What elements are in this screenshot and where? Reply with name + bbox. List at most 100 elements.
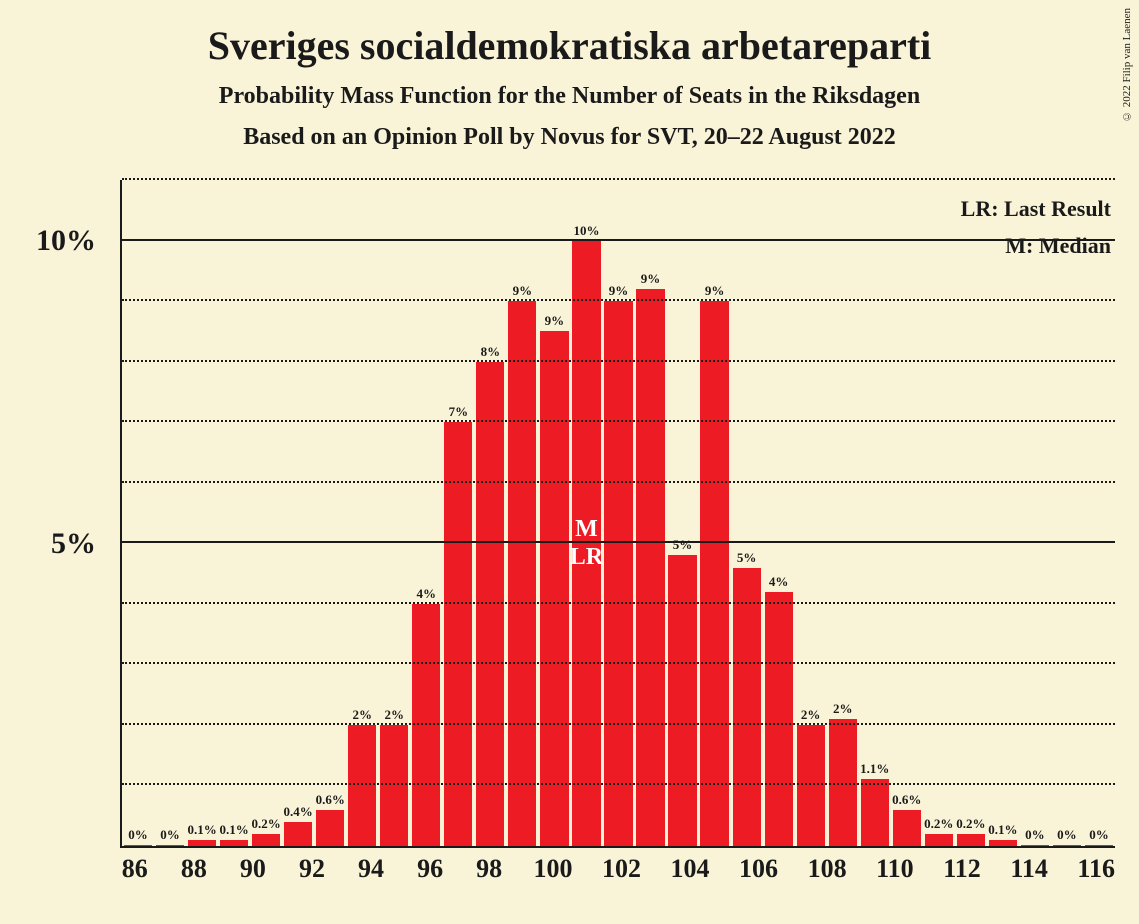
x-tick-label: 100 — [533, 848, 572, 896]
bar-slot: 9% — [602, 180, 634, 846]
bar: 9% — [636, 289, 664, 846]
bar-value-label: 1.1% — [860, 761, 889, 777]
x-axis: 8688909294969810010210410610811011211411… — [120, 848, 1115, 896]
bar-value-label: 7% — [449, 404, 469, 420]
bar-value-label: 4% — [417, 586, 437, 602]
bar-slot: 0.6% — [891, 180, 923, 846]
bar: 0.4% — [284, 822, 312, 846]
x-tick-label — [572, 848, 602, 896]
bar: 0% — [1053, 845, 1081, 846]
bar-value-label: 9% — [545, 313, 565, 329]
bar-slot: 0.1% — [987, 180, 1019, 846]
bar-value-label: 0.1% — [988, 822, 1017, 838]
y-tick-label: 10% — [36, 224, 96, 258]
bar: 0.2% — [925, 834, 953, 846]
chart-subtitle-2: Based on an Opinion Poll by Novus for SV… — [0, 124, 1139, 151]
bar: 0.2% — [957, 834, 985, 846]
bar-value-label: 0% — [160, 827, 180, 843]
bar-slot: 9% — [635, 180, 667, 846]
bar-slot: 5% — [667, 180, 699, 846]
bar-value-label: 0.1% — [187, 822, 216, 838]
bar-slot: 9% — [538, 180, 570, 846]
x-tick-label: 108 — [808, 848, 847, 896]
median-marker: MLR — [570, 516, 603, 571]
bar-slot: 5% — [731, 180, 763, 846]
bar-value-label: 0% — [1089, 827, 1109, 843]
bar-value-label: 4% — [769, 574, 789, 590]
gridline-major — [122, 239, 1115, 241]
bar-value-label: 9% — [641, 271, 661, 287]
bar-slot: 0% — [154, 180, 186, 846]
bar-slot: 10% MLR — [570, 180, 602, 846]
x-tick-label — [268, 848, 298, 896]
bar-slot: 0% — [1019, 180, 1051, 846]
x-tick-label: 106 — [739, 848, 778, 896]
x-tick-label — [150, 848, 180, 896]
bar-slot: 0.1% — [218, 180, 250, 846]
bar-slot: 4% — [763, 180, 795, 846]
bar: 0.1% — [989, 840, 1017, 846]
bar-value-label: 2% — [352, 707, 372, 723]
x-tick-label: 88 — [179, 848, 209, 896]
bar: 0% — [1085, 845, 1113, 846]
bar-value-label: 0.2% — [956, 816, 985, 832]
bar-slot: 0.2% — [923, 180, 955, 846]
bar-value-label: 10% — [573, 223, 599, 239]
x-tick-label — [914, 848, 944, 896]
gridline-minor — [122, 662, 1115, 664]
bar-value-label: 2% — [801, 707, 821, 723]
bar-value-label: 0% — [1025, 827, 1045, 843]
bar: 9% — [508, 301, 536, 846]
bar-slot: 2% — [346, 180, 378, 846]
bar-slot: 2% — [827, 180, 859, 846]
x-tick-label — [847, 848, 877, 896]
x-tick-label — [778, 848, 808, 896]
bar: 0% — [124, 845, 152, 846]
bar-value-label: 0.6% — [892, 792, 921, 808]
y-tick-label: 5% — [51, 527, 96, 561]
bar: 1.1% — [861, 779, 889, 846]
bar-value-label: 0.2% — [924, 816, 953, 832]
bar: 7% — [444, 422, 472, 846]
x-tick-label — [209, 848, 239, 896]
gridline-minor — [122, 420, 1115, 422]
bar-slot: 0.4% — [282, 180, 314, 846]
x-tick-label — [445, 848, 475, 896]
bar: 0.1% — [220, 840, 248, 846]
gridline-minor — [122, 299, 1115, 301]
bar: 4% — [765, 592, 793, 846]
x-tick-label: 110 — [876, 848, 914, 896]
chart-title: Sveriges socialdemokratiska arbetarepart… — [0, 0, 1139, 69]
gridline-minor — [122, 783, 1115, 785]
gridline-minor — [122, 723, 1115, 725]
x-tick-label: 86 — [120, 848, 150, 896]
bar-slot: 0.6% — [314, 180, 346, 846]
bar-slot: 0% — [1083, 180, 1115, 846]
bar: 0.6% — [893, 810, 921, 846]
bar-value-label: 8% — [481, 344, 501, 360]
x-tick-label: 94 — [356, 848, 386, 896]
bar-value-label: 5% — [673, 537, 693, 553]
x-tick-label — [386, 848, 416, 896]
x-tick-label — [710, 848, 740, 896]
bar: 9% — [700, 301, 728, 846]
bar-slot: 0% — [122, 180, 154, 846]
bar-value-label: 9% — [705, 283, 725, 299]
chart-subtitle-1: Probability Mass Function for the Number… — [0, 83, 1139, 110]
bar-value-label: 0.1% — [219, 822, 248, 838]
gridline-minor — [122, 360, 1115, 362]
bar-value-label: 2% — [833, 701, 853, 717]
bar: 0% — [1021, 845, 1049, 846]
bar-slot: 9% — [699, 180, 731, 846]
bar: 5% — [733, 568, 761, 847]
x-tick-label: 102 — [602, 848, 641, 896]
x-tick-label: 114 — [1010, 848, 1048, 896]
bar-slot: 0.1% — [186, 180, 218, 846]
bar-slot: 7% — [442, 180, 474, 846]
x-tick-label — [1048, 848, 1078, 896]
bar-slot: 0% — [1051, 180, 1083, 846]
x-tick-label: 96 — [415, 848, 445, 896]
bar-value-label: 5% — [737, 550, 757, 566]
bar-slot: 4% — [410, 180, 442, 846]
bar: 2% — [829, 719, 857, 846]
